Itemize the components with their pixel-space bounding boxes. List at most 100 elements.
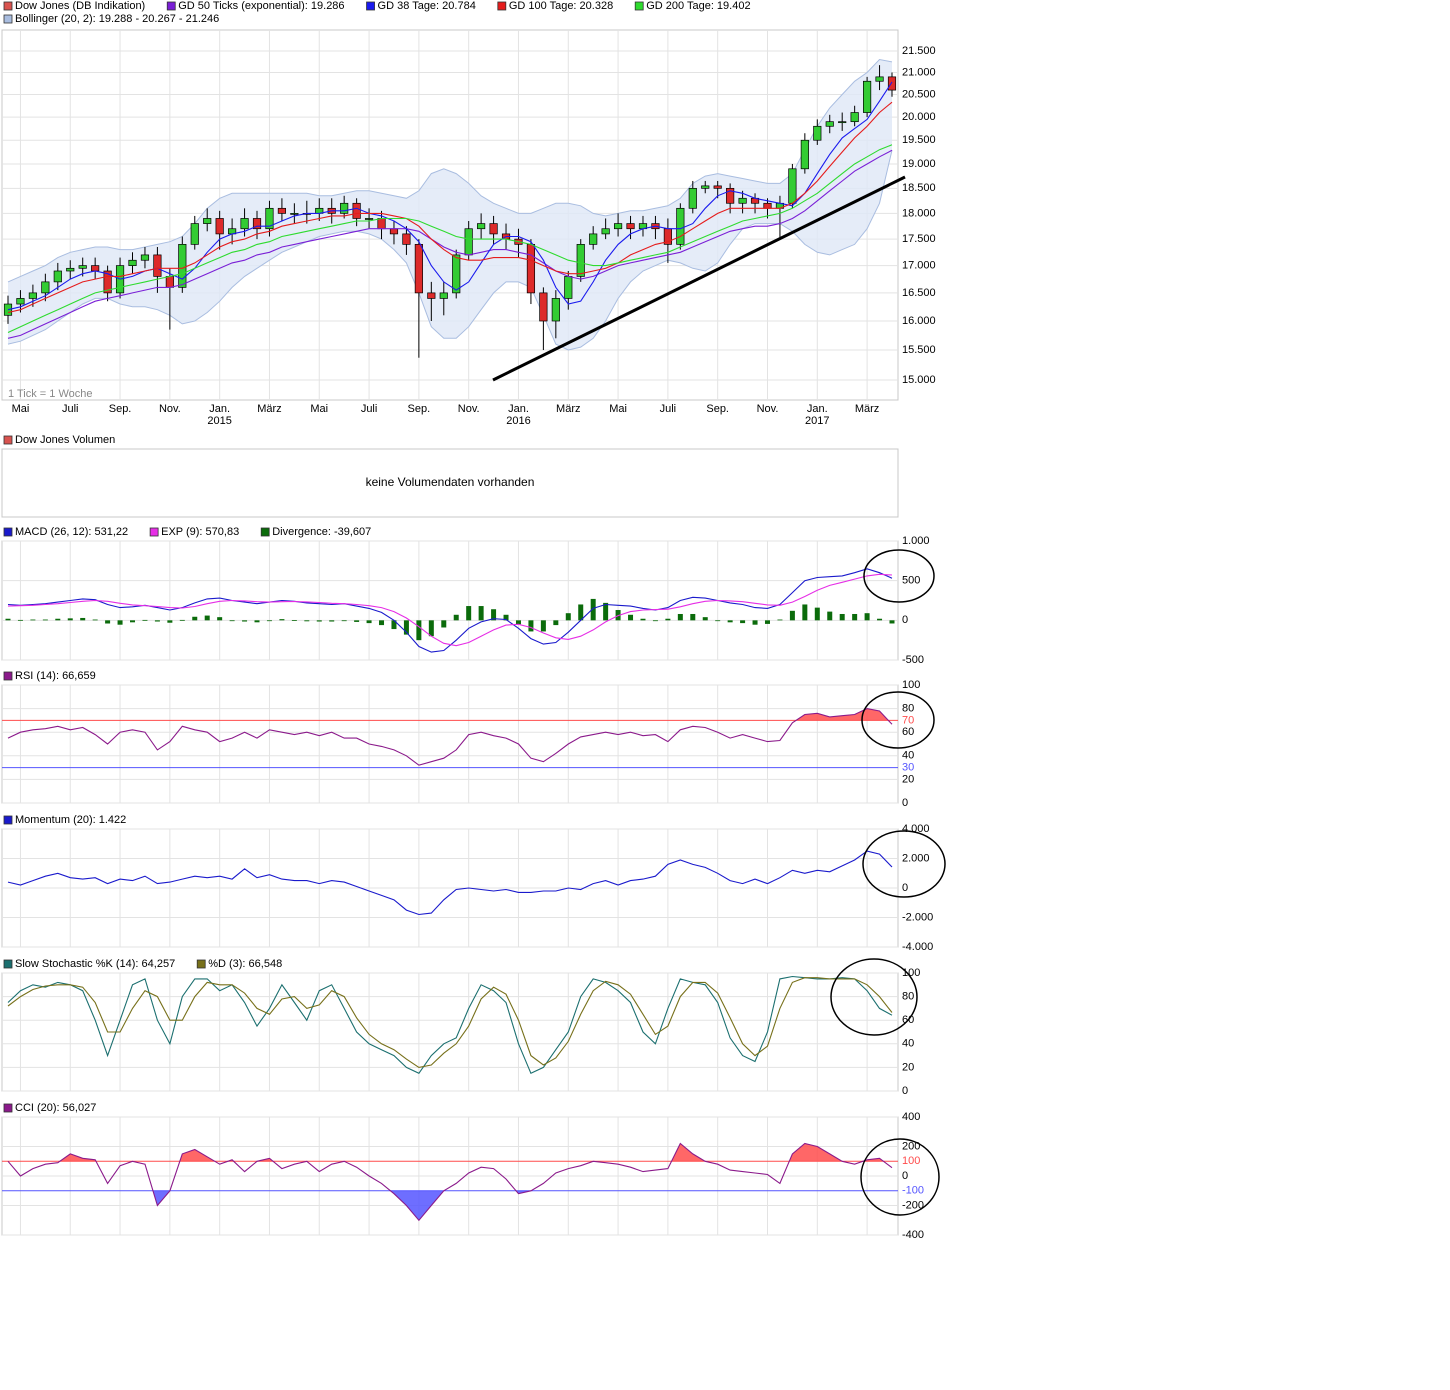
histogram-bar	[441, 620, 447, 628]
plot-frame	[1, 684, 899, 804]
histogram-bar	[291, 620, 297, 621]
candle-body	[277, 207, 287, 214]
histogram-bar	[154, 620, 160, 622]
x-tick-label: Nov.	[757, 403, 779, 415]
plot-frame	[1, 540, 899, 661]
candle-body	[439, 292, 448, 299]
histogram-bar	[852, 613, 858, 621]
legend-swatch	[260, 527, 270, 537]
histogram-bar	[590, 598, 596, 621]
candle-body	[551, 298, 560, 322]
histogram-bar	[877, 618, 883, 621]
legend-swatch	[3, 959, 13, 969]
histogram-bar	[528, 620, 534, 632]
y-tick-label: 80	[902, 703, 914, 715]
histogram-bar	[30, 619, 36, 621]
y-tick-label: 18.500	[902, 182, 936, 194]
histogram-bar	[740, 620, 746, 624]
histogram-bar	[217, 617, 223, 621]
histogram-bar	[478, 606, 484, 621]
candle-body	[414, 244, 423, 294]
candle-body	[576, 244, 585, 277]
candle-body	[103, 270, 112, 294]
y-tick-label: 20	[902, 1061, 914, 1073]
histogram-bar	[167, 620, 173, 623]
histogram-bar	[366, 620, 372, 624]
histogram-bar	[777, 619, 783, 621]
indicator-line	[7, 975, 893, 1075]
indicator-line	[7, 708, 893, 766]
legend-swatch	[366, 1, 375, 11]
legend-swatch	[3, 671, 13, 681]
annotations	[492, 175, 946, 1216]
x-tick-label: Juli	[62, 403, 79, 415]
histogram-bar	[677, 613, 683, 621]
y-tick-label: 19.500	[902, 134, 936, 146]
y-tick-label: 18.000	[902, 207, 936, 219]
candle-body	[477, 223, 486, 230]
candle-body	[701, 185, 710, 189]
candle-body	[377, 218, 386, 230]
level-label: 70	[902, 714, 914, 726]
legend-label: %D (3): 66,548	[208, 958, 282, 970]
indicator-line	[7, 573, 893, 647]
candle-body	[726, 187, 735, 204]
bollinger-upper	[7, 58, 893, 283]
candle-body	[863, 80, 872, 113]
y-tick-label: 16.500	[902, 287, 936, 299]
x-tick-label: Jan.	[209, 403, 230, 415]
y-tick-label: -4.000	[902, 941, 933, 953]
candle-body	[41, 281, 50, 294]
y-tick-label: 400	[902, 1111, 920, 1123]
level-label: 100	[902, 1155, 920, 1167]
x-tick-label: Jan.	[807, 403, 828, 415]
histogram-bar	[814, 607, 820, 621]
legend-swatch	[149, 527, 159, 537]
highlight-circle	[863, 549, 935, 603]
histogram-bar	[603, 602, 609, 621]
histogram-bar	[242, 620, 248, 622]
legend-label: EXP (9): 570,83	[161, 526, 239, 538]
y-tick-label: 21.500	[902, 45, 936, 57]
candle-body	[28, 292, 37, 299]
candle-body	[427, 292, 436, 299]
legend-label: MACD (26, 12): 531,22	[15, 526, 128, 538]
x-tick-label: Sep.	[408, 403, 431, 415]
y-tick-label: 15.000	[902, 374, 936, 386]
histogram-bar	[142, 619, 148, 621]
candle-body	[290, 213, 299, 215]
histogram-bar	[279, 619, 285, 621]
highlight-circle	[861, 691, 935, 749]
candle-body	[676, 207, 685, 245]
plot-frame	[1, 972, 899, 1092]
candle-body	[489, 223, 498, 235]
legend-swatch	[3, 1, 13, 11]
histogram-bar	[403, 620, 409, 635]
candle-body	[16, 298, 25, 305]
histogram-bar	[640, 618, 646, 621]
x-tick-label: Juli	[660, 403, 677, 415]
legend-swatch	[497, 1, 507, 11]
histogram-bar	[802, 604, 808, 621]
y-tick-label: 0	[902, 797, 908, 809]
histogram-bar	[416, 620, 422, 641]
x-tick-label: Mai	[609, 403, 627, 415]
legend-label: Bollinger (20, 2): 19.288 - 20.267 - 21.…	[15, 13, 219, 25]
legend-label: Dow Jones Volumen	[15, 434, 115, 446]
candle-body	[78, 265, 87, 269]
histogram-bar	[379, 620, 385, 626]
candle-body	[526, 244, 536, 294]
candle-body	[91, 265, 100, 272]
y-tick-label: -400	[902, 1229, 924, 1241]
histogram-bar	[839, 613, 845, 621]
y-tick-label: 20.500	[902, 88, 936, 100]
candle-body	[252, 218, 262, 230]
candle-body	[713, 185, 722, 189]
histogram-bar	[553, 620, 559, 626]
candle-body	[539, 292, 548, 322]
histogram-bar	[428, 620, 434, 637]
candle-body	[389, 228, 399, 235]
candle-body	[364, 218, 374, 220]
x-year-label: 2016	[506, 415, 530, 427]
level-label: -100	[902, 1185, 924, 1197]
